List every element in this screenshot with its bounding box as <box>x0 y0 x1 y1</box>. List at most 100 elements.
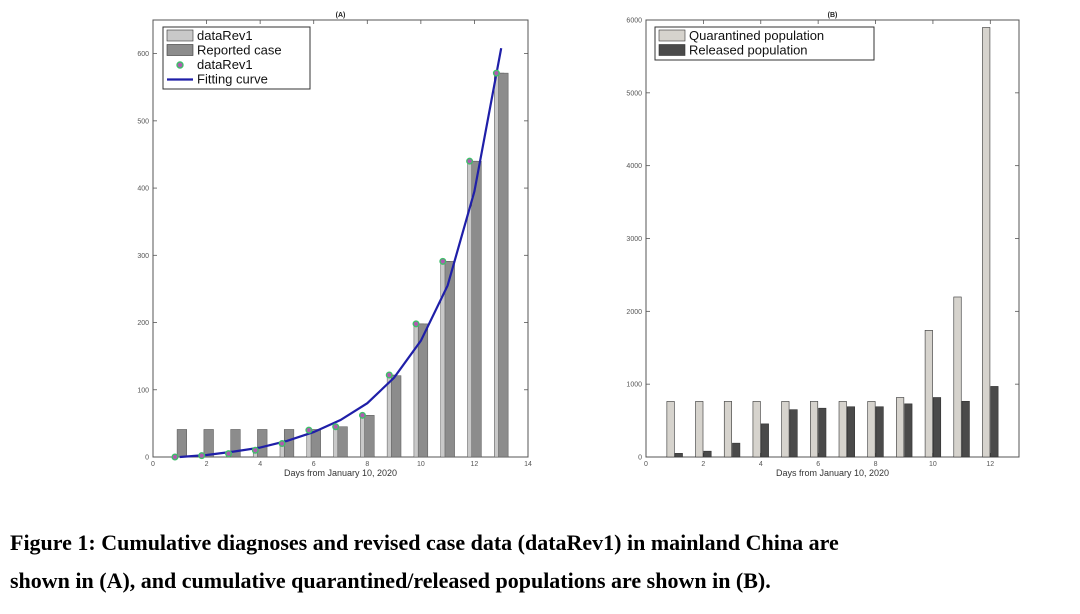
bar-quarantined <box>953 296 962 458</box>
y-tick-label: 2000 <box>626 309 642 316</box>
y-tick-label: 0 <box>145 455 149 462</box>
x-tick-label: 8 <box>874 461 878 468</box>
bar-quarantined <box>723 401 733 458</box>
bar-reported-case <box>310 429 321 458</box>
bar-reported-case <box>203 429 214 458</box>
x-tick-label: 2 <box>701 461 705 468</box>
bar-released <box>732 442 741 458</box>
chart-b-legend-box <box>654 26 875 61</box>
chart-a-x-axis-label: Days from January 10, 2020 <box>284 468 397 478</box>
legend-swatch-released <box>658 44 686 56</box>
y-tick-label: 3000 <box>626 236 642 243</box>
y-tick-label: 500 <box>137 118 149 125</box>
figure: (A) 0 100 200 300 400 500 600 0 2 4 6 8 10 12 14 Days… <box>137 12 1020 478</box>
bar-reported-case <box>417 323 429 458</box>
x-tick-label: 10 <box>929 461 937 468</box>
bar-released <box>674 453 683 458</box>
chart-a-bars <box>176 72 509 458</box>
legend-label-datarev1-bar: dataRev1 <box>197 28 253 43</box>
bar-reported-case <box>230 429 241 458</box>
bar-released <box>904 403 913 458</box>
marker-datarev1 <box>412 320 420 328</box>
legend-label-released: Released population <box>689 43 808 58</box>
legend-swatch-datarev1-marker <box>176 61 184 69</box>
x-tick-label: 6 <box>312 461 316 468</box>
marker-datarev1 <box>278 440 286 448</box>
x-tick-label: 6 <box>816 461 820 468</box>
legend-label-datarev1-marker: dataRev1 <box>197 57 253 72</box>
bar-reported-case <box>471 160 482 458</box>
bar-released <box>703 450 712 458</box>
chart-a-markers <box>171 69 500 461</box>
caption-line-2: shown in (A), and cumulative quarantined… <box>10 568 771 593</box>
chart-b-x-ticks: 0 2 4 6 8 10 12 <box>644 20 994 468</box>
chart-a-title: (A) <box>336 12 346 19</box>
bar-released <box>932 397 942 458</box>
y-tick-label: 1000 <box>626 382 642 389</box>
chart-a-y-ticks: 0 100 200 300 400 500 600 <box>137 51 528 462</box>
x-tick-label: 0 <box>151 461 155 468</box>
bar-reported-case <box>257 429 268 458</box>
y-tick-label: 200 <box>137 320 149 327</box>
bar-quarantined <box>896 397 905 458</box>
chart-a-axes-frame <box>152 19 529 458</box>
bar-released <box>961 400 970 458</box>
x-tick-label: 10 <box>417 461 425 468</box>
marker-datarev1 <box>305 426 313 434</box>
bar-released <box>789 409 798 458</box>
legend-label-fitting-curve: Fitting curve <box>197 72 268 87</box>
fitting-curve-line <box>179 47 503 459</box>
bar-released <box>875 406 884 458</box>
marker-datarev1 <box>171 453 179 461</box>
chart-a-fitting-line <box>179 47 503 459</box>
y-tick-label: 6000 <box>626 18 642 25</box>
chart-b-title: (B) <box>828 12 838 19</box>
bar-quarantined <box>666 401 675 458</box>
legend-label-reported-case: Reported case <box>197 43 282 58</box>
bar-reported-case <box>391 375 402 458</box>
bar-reported-case <box>283 429 295 458</box>
legend-swatch-datarev1-bar <box>166 29 194 42</box>
bar-quarantined <box>838 401 847 458</box>
bar-reported-case <box>364 415 375 458</box>
y-tick-label: 100 <box>137 387 149 394</box>
y-tick-label: 0 <box>638 455 642 462</box>
legend-swatch-quarantined <box>658 29 686 42</box>
chart-b-y-ticks: 0 1000 2000 3000 4000 5000 6000 <box>626 18 1019 462</box>
chart-b-legend: Quarantined population Released populati… <box>654 26 875 61</box>
marker-datarev1 <box>385 371 393 379</box>
y-tick-label: 5000 <box>626 90 642 97</box>
marker-datarev1 <box>251 446 259 454</box>
y-tick-label: 600 <box>137 51 149 58</box>
bar-reported-case <box>337 426 348 458</box>
marker-datarev1 <box>439 257 447 265</box>
marker-datarev1 <box>332 423 340 431</box>
bar-released <box>990 386 999 458</box>
y-tick-label: 300 <box>137 253 149 260</box>
x-tick-label: 4 <box>759 461 763 468</box>
bar-released <box>846 406 855 458</box>
x-tick-label: 14 <box>524 461 532 468</box>
bar-quarantined <box>781 401 790 458</box>
bar-quarantined <box>695 401 704 458</box>
marker-datarev1 <box>225 450 233 458</box>
x-tick-label: 12 <box>471 461 479 468</box>
marker-datarev1 <box>466 157 474 165</box>
chart-a-x-ticks: 0 2 4 6 8 10 12 14 <box>151 20 532 468</box>
x-tick-label: 0 <box>644 461 648 468</box>
y-tick-label: 400 <box>137 186 149 193</box>
bar-reported-case <box>176 429 187 458</box>
chart-b-axes-frame <box>645 19 1020 458</box>
bar-quarantined <box>810 401 819 458</box>
x-tick-label: 2 <box>205 461 209 468</box>
x-tick-label: 8 <box>365 461 369 468</box>
bar-quarantined <box>924 330 933 458</box>
bar-quarantined <box>982 27 991 458</box>
marker-datarev1 <box>358 411 366 419</box>
caption-line-1: Figure 1: Cumulative diagnoses and revis… <box>10 530 839 555</box>
bar-released <box>818 407 827 458</box>
chart-b-x-axis-label: Days from January 10, 2020 <box>776 468 889 478</box>
marker-datarev1 <box>198 452 206 460</box>
